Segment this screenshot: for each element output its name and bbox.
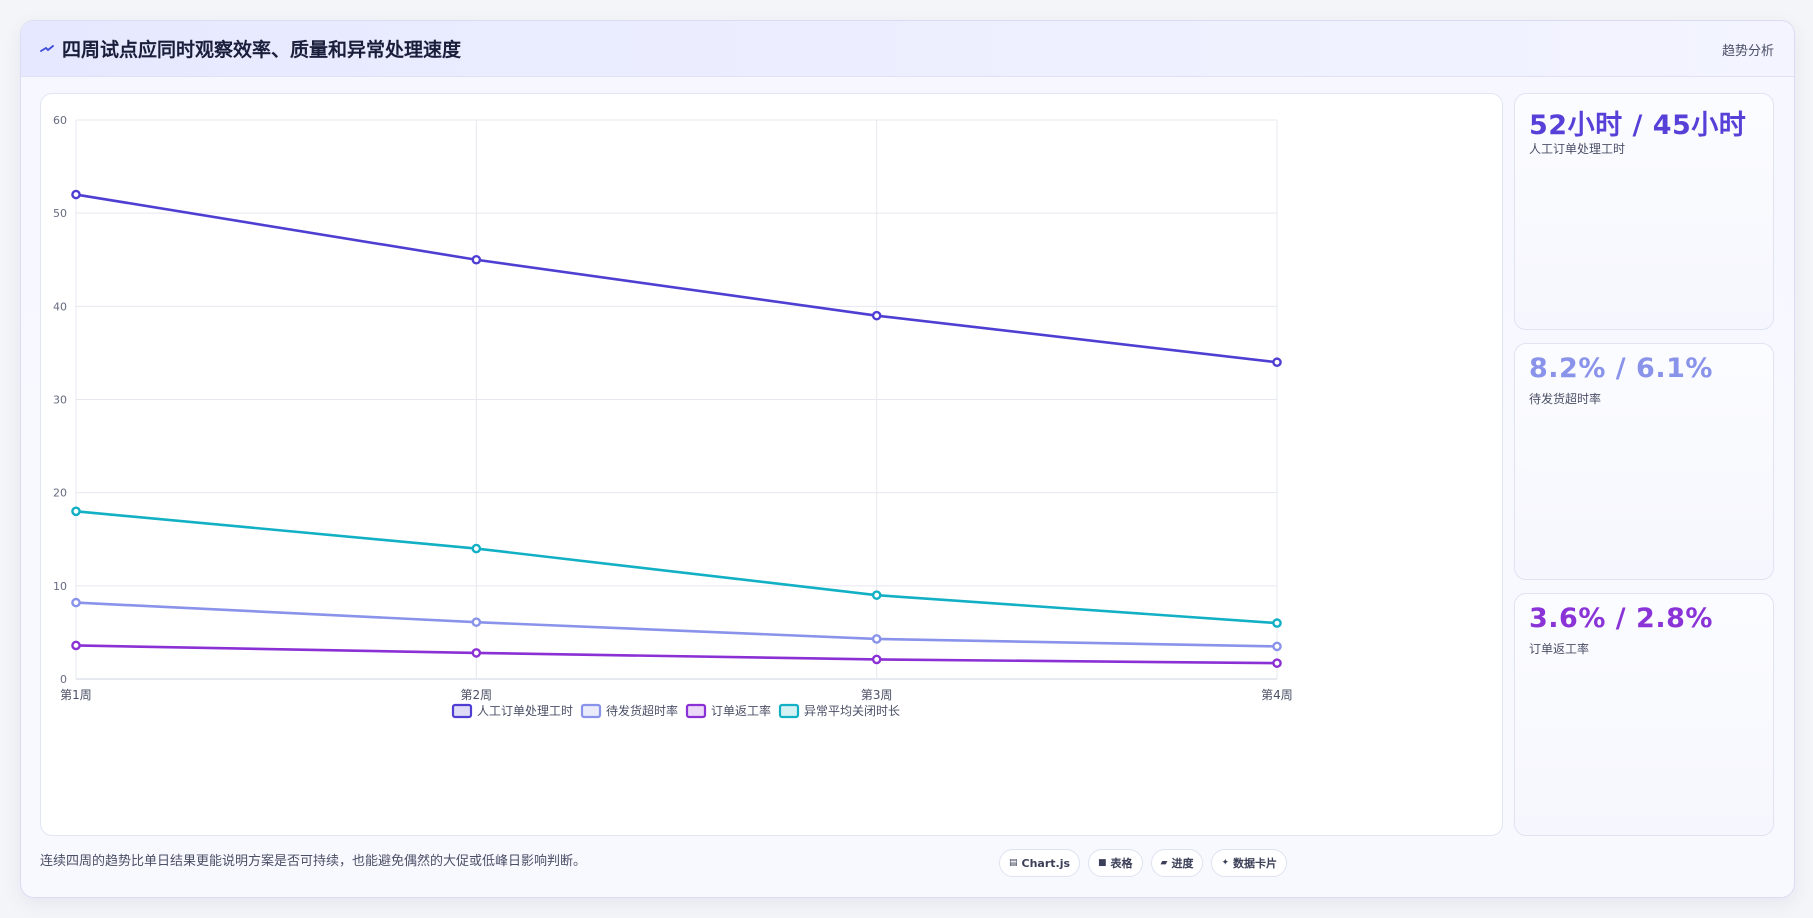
table-icon: ■ bbox=[1098, 858, 1107, 868]
data-point bbox=[1272, 618, 1282, 628]
series-line bbox=[75, 644, 1278, 665]
footer-note: 连续四周的趋势比单日结果更能说明方案是否可持续，也能避免偶然的大促或低峰日影响判… bbox=[40, 854, 587, 869]
card-header: 四周试点应同时观察效率、质量和异常处理速度 趋势分析 bbox=[21, 21, 1794, 77]
kpi-label: 人工订单处理工时 bbox=[1529, 142, 1626, 156]
data-point bbox=[471, 648, 482, 658]
legend-swatch bbox=[580, 703, 602, 719]
tech-chips: ▤ Chart.js ■ 表格 ▰ 进度 ✦ 数据卡片 bbox=[999, 849, 1288, 877]
series-line bbox=[75, 601, 1278, 648]
kpi-label: 订单返工率 bbox=[1529, 642, 1590, 656]
x-tick-label: 第3周 bbox=[861, 688, 893, 702]
data-point bbox=[1272, 641, 1282, 652]
chip-progress[interactable]: ▰ 进度 bbox=[1150, 849, 1204, 877]
trend-analysis-label: 趋势分析 bbox=[1721, 44, 1774, 59]
chip-label: Chart.js bbox=[1021, 856, 1071, 870]
data-point bbox=[71, 640, 81, 651]
chip-label: 数据卡片 bbox=[1233, 857, 1278, 870]
chip-table[interactable]: ■ 表格 bbox=[1088, 849, 1143, 877]
data-point bbox=[471, 254, 482, 265]
chart-icon: ▤ bbox=[1009, 858, 1018, 868]
trend-icon bbox=[40, 44, 54, 52]
page-title: 四周试点应同时观察效率、质量和异常处理速度 bbox=[62, 39, 462, 61]
chip-data-card[interactable]: ✦ 数据卡片 bbox=[1211, 849, 1288, 877]
chip-label: 表格 bbox=[1110, 857, 1133, 870]
kpi-card-timeout-rate: 8.2% / 6.1% 待发货超时率 bbox=[1514, 343, 1774, 580]
title-group: 四周试点应同时观察效率、质量和异常处理速度 bbox=[40, 35, 461, 62]
legend-label: 订单返工率 bbox=[711, 703, 771, 718]
dashboard-card: 四周试点应同时观察效率、质量和异常处理速度 趋势分析 0 10 20 30 40 50 60… bbox=[20, 20, 1795, 898]
y-tick-label: 20 bbox=[53, 487, 67, 500]
legend-label: 人工订单处理工时 bbox=[477, 704, 573, 718]
legend-swatch bbox=[451, 703, 473, 719]
data-point bbox=[471, 617, 482, 627]
data-point bbox=[871, 310, 882, 321]
data-point bbox=[871, 654, 882, 665]
progress-icon: ▰ bbox=[1160, 858, 1168, 868]
chip-chartjs[interactable]: ▤ Chart.js bbox=[999, 849, 1081, 877]
legend-label: 异常平均关闭时长 bbox=[804, 704, 900, 718]
kpi-card-labor-hours: 52小时 / 45小时 人工订单处理工时 bbox=[1514, 93, 1774, 330]
data-point bbox=[871, 590, 882, 600]
x-tick-label: 第2周 bbox=[461, 688, 493, 702]
data-point bbox=[1272, 357, 1282, 368]
legend-swatch bbox=[778, 703, 800, 719]
y-tick-label: 30 bbox=[53, 394, 67, 407]
data-point bbox=[1272, 658, 1282, 668]
kpi-label: 待发货超时率 bbox=[1529, 392, 1602, 406]
data-point bbox=[471, 543, 482, 554]
y-tick-label: 0 bbox=[60, 673, 67, 686]
data-point bbox=[871, 634, 882, 644]
y-tick-label: 50 bbox=[53, 207, 67, 220]
legend-swatch bbox=[685, 703, 707, 719]
kpi-value: 52小时 / 45小时 bbox=[1529, 110, 1747, 141]
series-line bbox=[75, 193, 1278, 364]
kpi-value: 8.2% / 6.1% bbox=[1529, 353, 1713, 384]
y-tick-label: 40 bbox=[53, 300, 67, 313]
y-tick-label: 10 bbox=[53, 580, 67, 593]
kpi-value: 3.6% / 2.8% bbox=[1529, 603, 1713, 634]
chip-label: 进度 bbox=[1171, 857, 1194, 870]
x-tick-label: 第4周 bbox=[1261, 688, 1293, 702]
y-tick-label: 60 bbox=[53, 114, 67, 127]
data-point bbox=[71, 597, 81, 608]
legend-label: 待发货超时率 bbox=[606, 703, 678, 718]
chart-panel: 0 10 20 30 40 50 60 第1周 第2周 第3周 第4周人工订单处理工时 待发货超时率 订… bbox=[40, 93, 1503, 836]
card-icon: ✦ bbox=[1221, 858, 1230, 868]
kpi-card-rework-rate: 3.6% / 2.8% 订单返工率 bbox=[1514, 593, 1774, 836]
data-point bbox=[71, 506, 81, 517]
x-tick-label: 第1周 bbox=[60, 688, 92, 702]
series-line bbox=[75, 510, 1278, 625]
data-point bbox=[71, 189, 81, 200]
